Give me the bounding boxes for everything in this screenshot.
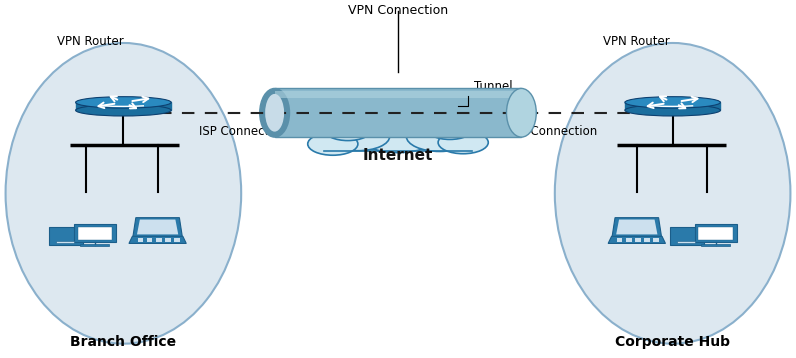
Circle shape (325, 120, 371, 141)
Circle shape (356, 115, 439, 153)
Ellipse shape (76, 105, 171, 116)
FancyBboxPatch shape (146, 240, 153, 242)
Text: Corporate Hub: Corporate Hub (615, 335, 730, 349)
FancyBboxPatch shape (138, 240, 143, 242)
Polygon shape (76, 102, 171, 110)
FancyBboxPatch shape (165, 238, 171, 240)
Text: ISP Connection: ISP Connection (199, 125, 287, 138)
FancyBboxPatch shape (49, 227, 83, 245)
Ellipse shape (76, 97, 171, 108)
Ellipse shape (506, 88, 537, 137)
FancyBboxPatch shape (617, 238, 622, 240)
FancyBboxPatch shape (654, 238, 659, 240)
FancyBboxPatch shape (698, 227, 733, 240)
FancyBboxPatch shape (626, 238, 632, 240)
Ellipse shape (625, 105, 720, 116)
FancyBboxPatch shape (644, 240, 650, 242)
Ellipse shape (265, 94, 284, 132)
FancyBboxPatch shape (677, 241, 695, 242)
FancyBboxPatch shape (77, 227, 112, 240)
Circle shape (390, 108, 453, 137)
FancyBboxPatch shape (174, 238, 180, 240)
Text: Tunnel: Tunnel (474, 80, 513, 93)
Polygon shape (616, 219, 657, 234)
Circle shape (438, 131, 488, 154)
Polygon shape (129, 236, 186, 243)
Text: Branch Office: Branch Office (70, 335, 177, 349)
FancyBboxPatch shape (146, 238, 153, 240)
Circle shape (308, 133, 358, 155)
FancyBboxPatch shape (701, 244, 731, 246)
FancyBboxPatch shape (670, 227, 704, 245)
Text: ISP Connection: ISP Connection (509, 125, 597, 138)
FancyBboxPatch shape (138, 238, 143, 240)
FancyBboxPatch shape (174, 240, 180, 242)
Polygon shape (625, 102, 720, 110)
Circle shape (326, 122, 390, 151)
FancyBboxPatch shape (644, 238, 650, 240)
Ellipse shape (625, 97, 720, 108)
FancyBboxPatch shape (156, 240, 162, 242)
Text: VPN Router: VPN Router (57, 35, 124, 48)
Text: Internet: Internet (363, 148, 433, 163)
Circle shape (345, 111, 404, 137)
FancyBboxPatch shape (74, 224, 115, 242)
FancyBboxPatch shape (56, 241, 74, 242)
FancyBboxPatch shape (617, 240, 622, 242)
Polygon shape (133, 218, 182, 236)
Polygon shape (608, 236, 665, 243)
FancyBboxPatch shape (626, 240, 632, 242)
Circle shape (427, 118, 473, 139)
Polygon shape (137, 219, 178, 234)
Circle shape (407, 121, 473, 151)
Ellipse shape (259, 88, 290, 137)
FancyBboxPatch shape (80, 244, 109, 246)
FancyBboxPatch shape (695, 224, 736, 242)
FancyBboxPatch shape (165, 240, 171, 242)
Ellipse shape (6, 43, 241, 344)
Text: VPN Connection: VPN Connection (348, 4, 448, 16)
FancyBboxPatch shape (156, 238, 162, 240)
Polygon shape (612, 218, 661, 236)
Polygon shape (321, 139, 475, 151)
FancyBboxPatch shape (635, 240, 641, 242)
Text: VPN Router: VPN Router (603, 35, 670, 48)
FancyBboxPatch shape (654, 240, 659, 242)
FancyBboxPatch shape (635, 238, 641, 240)
Polygon shape (275, 91, 521, 98)
Ellipse shape (555, 43, 790, 344)
Polygon shape (275, 88, 521, 137)
